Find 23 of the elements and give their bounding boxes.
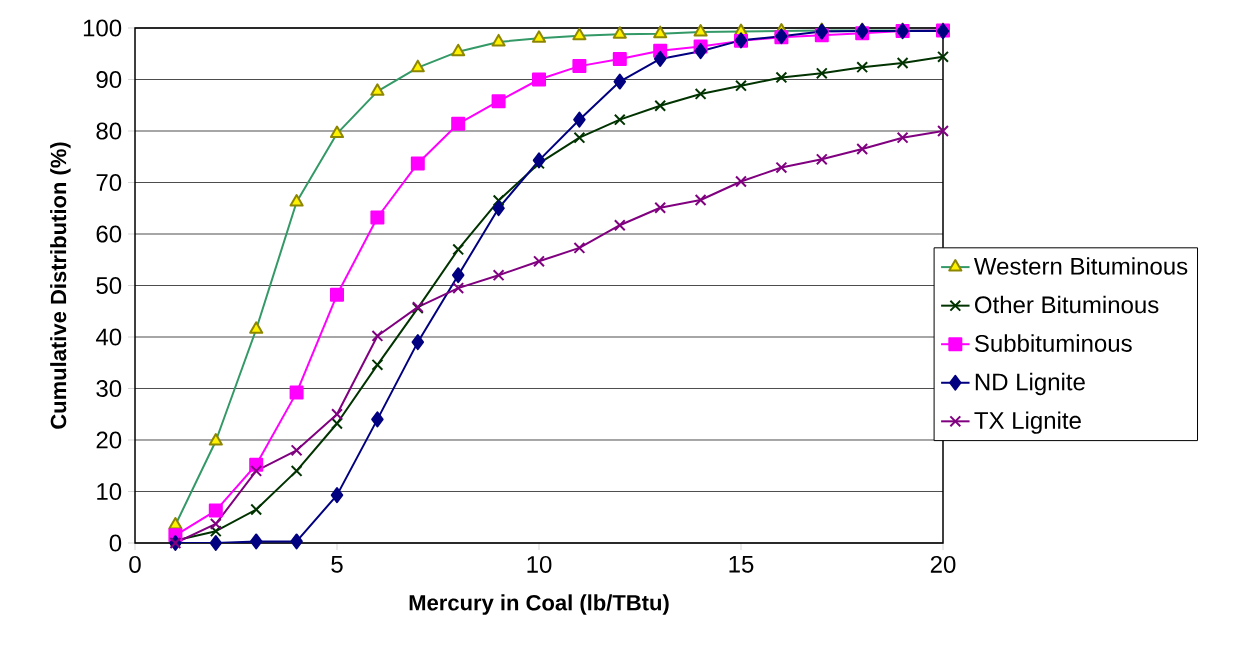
- y-tick-label: 70: [96, 174, 122, 191]
- y-tick-label: 20: [96, 431, 122, 449]
- y-axis-title: Cumulative Distribution (%): [50, 142, 71, 429]
- x-tick-label: 0: [129, 555, 141, 573]
- y-tick-label: 100: [83, 19, 122, 37]
- x-axis-title: Mercury in Coal (lb/TBtu): [409, 594, 669, 615]
- legend-label: ND Lignite: [975, 372, 1085, 396]
- x-tick-label: 15: [729, 555, 754, 573]
- y-tick-label: 40: [95, 328, 122, 346]
- x-tick-label: 5: [331, 555, 343, 573]
- y-tick-label: 50: [96, 277, 122, 294]
- y-tick-label: 0: [109, 534, 122, 552]
- y-tick-label: 30: [96, 380, 122, 397]
- legend-label: Other Bituminous: [975, 295, 1159, 314]
- legend-label: TX Lignite: [974, 411, 1081, 434]
- legend-label: Western Bituminous: [973, 257, 1188, 275]
- y-tick-label: 90: [96, 71, 122, 88]
- legend-label: Subbituminous: [974, 334, 1132, 352]
- x-tick-label: 10: [527, 555, 552, 573]
- y-tick-label: 60: [96, 225, 122, 243]
- x-tick-label: 20: [930, 555, 956, 573]
- y-tick-label: 80: [96, 122, 122, 140]
- y-tick-label: 10: [97, 483, 122, 500]
